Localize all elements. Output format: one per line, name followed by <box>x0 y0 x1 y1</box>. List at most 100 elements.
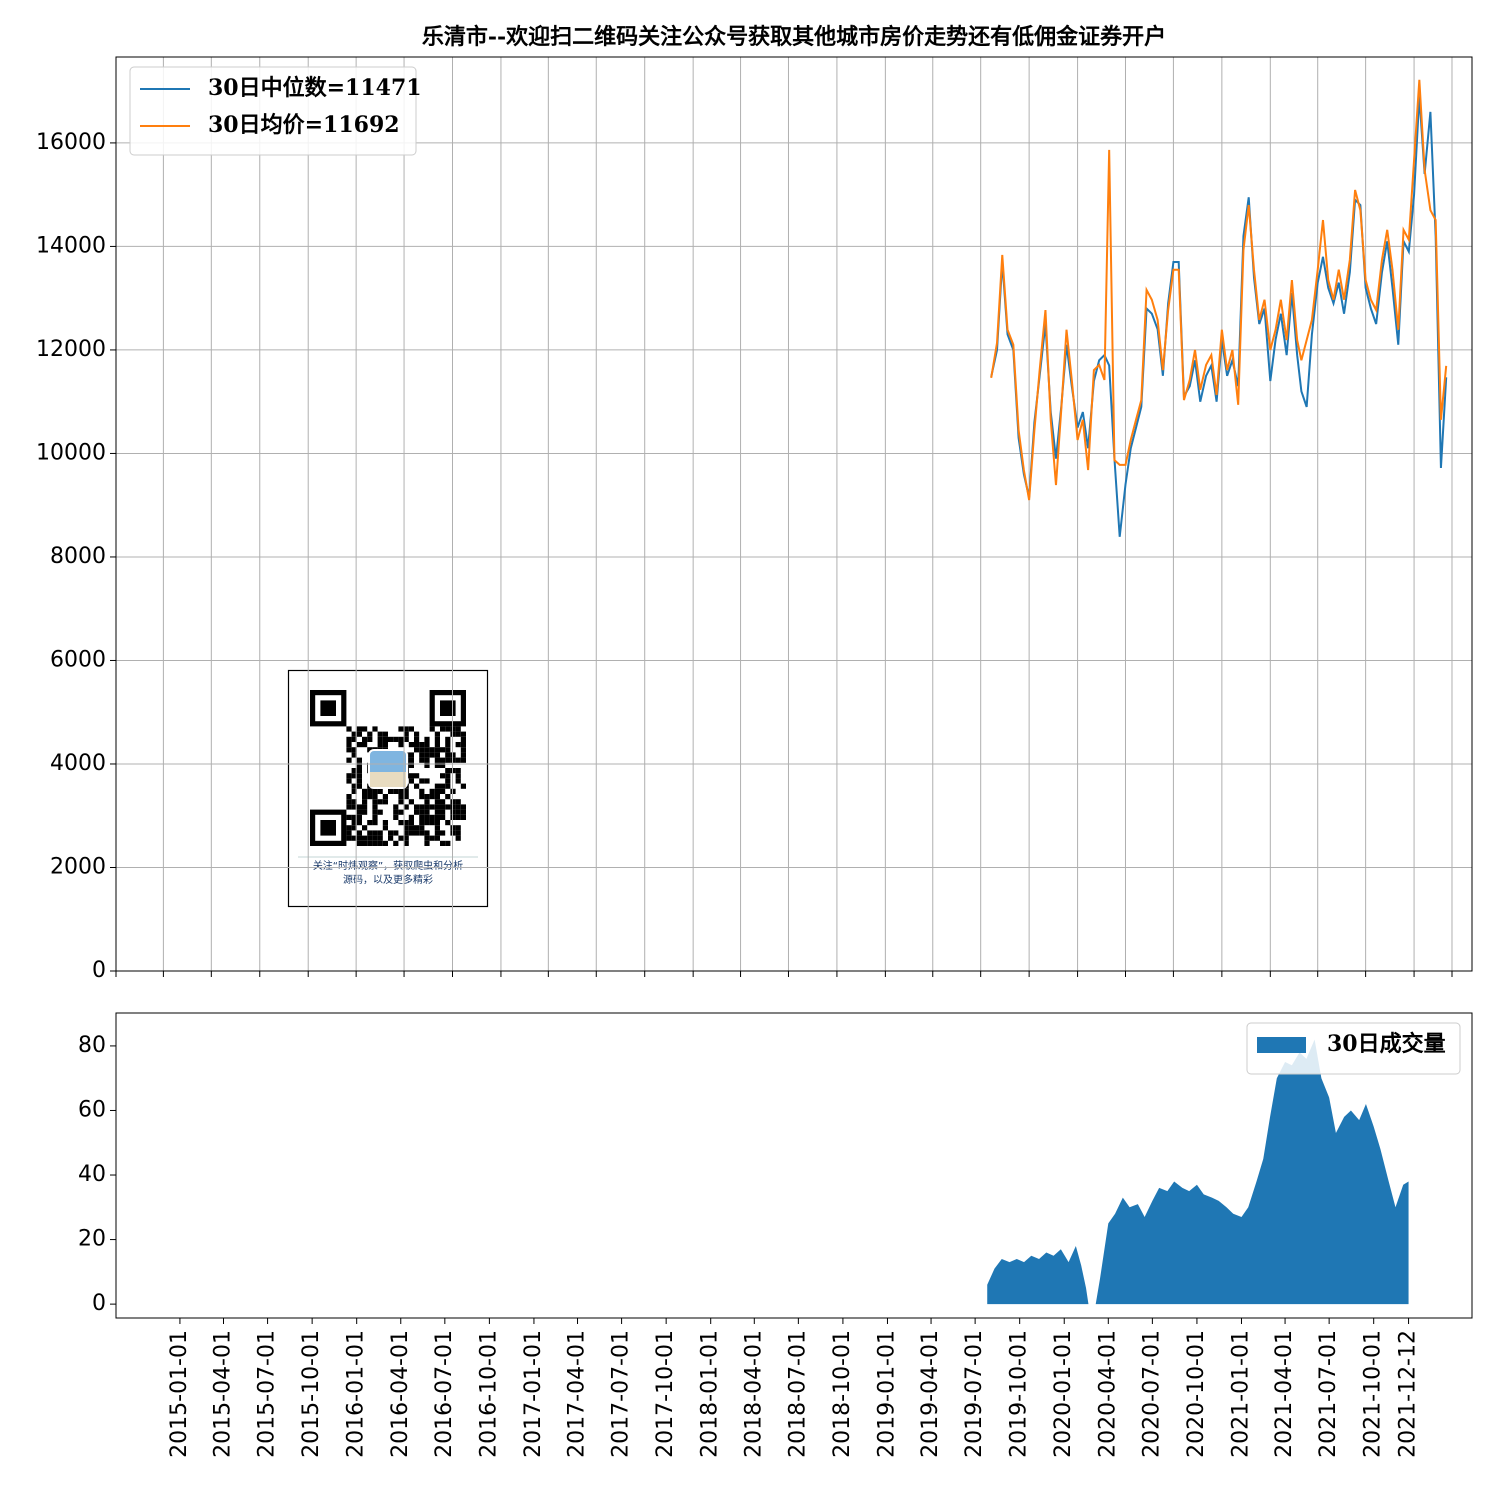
qr-cell <box>382 731 388 737</box>
x-tick-label: 2017-07-01 <box>609 1330 634 1458</box>
qr-cell <box>460 809 466 815</box>
y-tick-label: 8000 <box>50 544 106 569</box>
legend-box <box>129 66 417 156</box>
x-tick-label: 2018-01-01 <box>698 1330 723 1458</box>
qr-cell <box>455 773 461 779</box>
qr-cell <box>440 840 446 846</box>
qr-cell <box>440 788 446 794</box>
qr-cell <box>445 742 451 748</box>
qr-cell <box>408 778 414 784</box>
qr-cell <box>434 794 440 800</box>
qr-cell <box>460 814 466 820</box>
qr-cell <box>367 830 373 836</box>
qr-finder <box>320 820 336 836</box>
qr-cell <box>429 794 435 800</box>
qr-cell <box>393 804 399 810</box>
qr-cell <box>445 778 451 784</box>
qr-cell <box>440 783 446 789</box>
qr-cell <box>460 731 466 737</box>
qr-cell <box>440 773 446 779</box>
qr-cell <box>445 736 451 742</box>
qr-cell <box>419 804 425 810</box>
qr-cell <box>362 825 368 831</box>
qr-cell <box>455 809 461 815</box>
qr-cell <box>346 736 352 742</box>
qr-cell <box>419 778 425 784</box>
qr-cell <box>424 757 430 763</box>
qr-cell <box>424 742 430 748</box>
qr-cell <box>455 778 461 784</box>
qr-cell <box>356 804 362 810</box>
qr-cell <box>403 840 409 846</box>
qr-cell <box>440 809 446 815</box>
qr-cell <box>403 788 409 794</box>
qr-cell <box>388 830 394 836</box>
qr-cell <box>372 830 378 836</box>
qr-cell <box>367 820 373 826</box>
x-tick-label: 2021-12-12 <box>1396 1330 1421 1458</box>
qr-cell <box>382 840 388 846</box>
qr-cell <box>408 762 414 768</box>
x-tick-label: 2015-10-01 <box>299 1330 324 1458</box>
qr-cell <box>460 757 466 763</box>
x-tick-label: 2018-10-01 <box>830 1330 855 1458</box>
x-tick-label: 2015-07-01 <box>255 1330 280 1458</box>
qr-cell <box>351 736 357 742</box>
qr-cell <box>377 830 383 836</box>
plot-frame <box>115 56 1473 972</box>
y-tick-label: 60 <box>78 1097 106 1122</box>
qr-cell <box>398 809 404 815</box>
plot-frame <box>115 1012 1473 1319</box>
qr-cell <box>351 768 357 774</box>
x-tick-label: 2018-07-01 <box>785 1330 810 1458</box>
qr-cell <box>377 788 383 794</box>
qr-cell <box>414 825 420 831</box>
qr-cell <box>403 825 409 831</box>
qr-cell <box>403 835 409 841</box>
qr-cell <box>356 757 362 763</box>
qr-cell <box>450 799 456 805</box>
qr-cell <box>450 731 456 737</box>
qr-cell <box>440 747 446 753</box>
qr-cell <box>455 804 461 810</box>
x-tick-label: 2021-07-01 <box>1316 1330 1341 1458</box>
legend-label: 30日均价=11692 <box>208 112 400 138</box>
x-tick-label: 2015-01-01 <box>167 1330 192 1458</box>
qr-cell <box>377 731 383 737</box>
qr-cell <box>351 783 357 789</box>
qr-cell <box>382 736 388 742</box>
qr-cell <box>434 830 440 836</box>
qr-cell <box>434 752 440 758</box>
qr-cell <box>445 757 451 763</box>
qr-cell <box>372 794 378 800</box>
qr-cell <box>362 788 368 794</box>
qr-cell <box>440 799 446 805</box>
x-tick-label: 2016-07-01 <box>432 1330 457 1458</box>
qr-cell <box>455 757 461 763</box>
qr-cell <box>414 804 420 810</box>
qr-cell <box>403 731 409 737</box>
qr-cell <box>362 794 368 800</box>
line <box>990 79 1448 501</box>
qr-cell <box>408 757 414 763</box>
qr-cell <box>424 840 430 846</box>
qr-cell <box>372 809 378 815</box>
qr-cell <box>393 788 399 794</box>
qr-cell <box>393 830 399 836</box>
qr-cell <box>450 757 456 763</box>
qr-cell <box>372 835 378 841</box>
qr-cell <box>414 736 420 742</box>
qr-cell <box>424 752 430 758</box>
qr-cell <box>346 742 352 748</box>
qr-cell <box>440 762 446 768</box>
x-tick-label: 2017-01-01 <box>521 1330 546 1458</box>
qr-cell <box>398 794 404 800</box>
qr-cell <box>362 804 368 810</box>
qr-cell <box>367 731 373 737</box>
qr-cell <box>356 830 362 836</box>
qr-cell <box>377 799 383 805</box>
qr-finder <box>310 689 347 727</box>
qr-cell <box>445 773 451 779</box>
qr-cell <box>455 742 461 748</box>
